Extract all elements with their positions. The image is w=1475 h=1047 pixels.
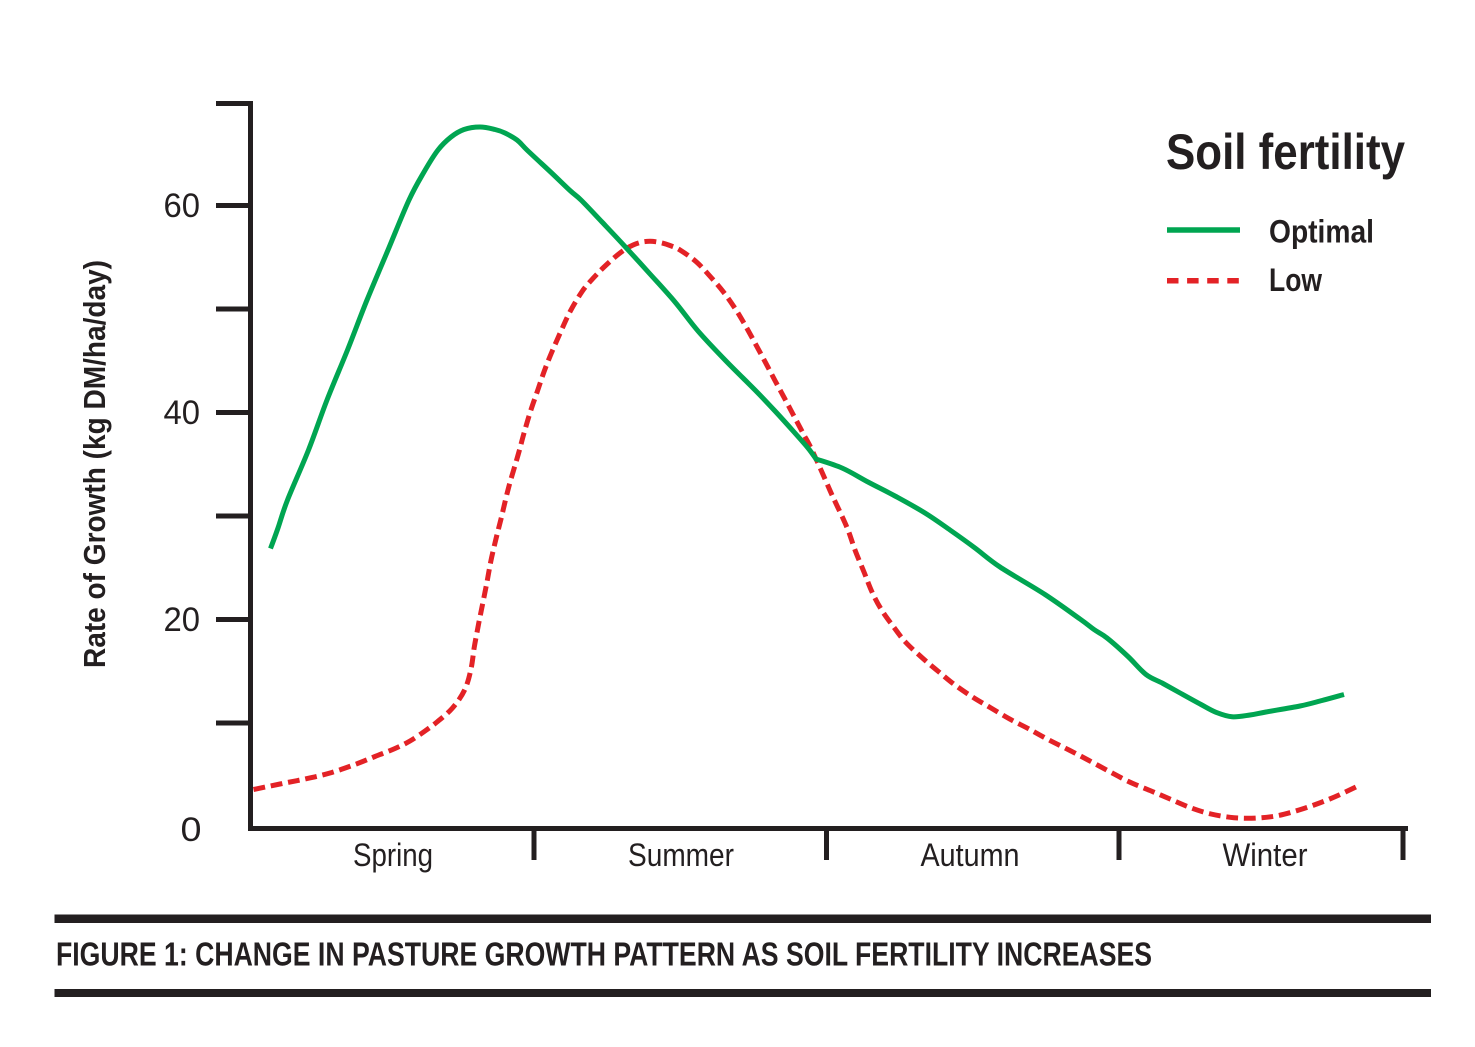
svg-text:Summer: Summer	[628, 837, 734, 873]
svg-text:Rate of Growth (kg DM/ha/day): Rate of Growth (kg DM/ha/day)	[77, 260, 112, 668]
svg-text:Spring: Spring	[353, 837, 433, 873]
svg-text:40: 40	[164, 394, 201, 432]
svg-text:60: 60	[164, 187, 201, 225]
svg-text:Soil fertility: Soil fertility	[1166, 124, 1405, 180]
svg-text:Autumn: Autumn	[921, 837, 1020, 873]
svg-text:20: 20	[164, 601, 201, 639]
svg-text:Optimal: Optimal	[1269, 214, 1374, 250]
svg-text:0: 0	[181, 811, 202, 849]
svg-text:Low: Low	[1269, 262, 1322, 298]
svg-text:FIGURE 1: CHANGE IN PASTURE GR: FIGURE 1: CHANGE IN PASTURE GROWTH PATTE…	[56, 936, 1152, 973]
svg-text:Winter: Winter	[1223, 837, 1308, 873]
